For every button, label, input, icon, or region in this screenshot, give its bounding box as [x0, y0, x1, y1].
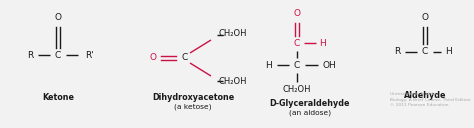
Text: C: C	[182, 54, 188, 62]
Text: R: R	[394, 47, 400, 56]
Text: H: H	[265, 61, 273, 70]
Text: C: C	[422, 47, 428, 56]
Text: C: C	[55, 51, 61, 60]
Text: CH₂OH: CH₂OH	[219, 77, 247, 87]
Text: (an aldose): (an aldose)	[289, 110, 331, 116]
Text: Unrestricted: To slide
Biology: A Brief Course, Third Edition
© 2011 Pearson Edu: Unrestricted: To slide Biology: A Brief …	[390, 92, 471, 107]
Text: H: H	[319, 39, 327, 47]
Text: D-Glyceraldehyde: D-Glyceraldehyde	[270, 99, 350, 109]
Text: C: C	[294, 61, 300, 70]
Text: Ketone: Ketone	[42, 93, 74, 103]
Text: H: H	[446, 47, 452, 56]
Text: OH: OH	[322, 61, 336, 70]
Text: Dihydroxyacetone: Dihydroxyacetone	[152, 93, 234, 103]
Text: (a ketose): (a ketose)	[174, 104, 212, 110]
Text: O: O	[421, 13, 428, 23]
Text: O: O	[293, 9, 301, 19]
Text: Aldehyde: Aldehyde	[404, 90, 446, 99]
Text: CH₂OH: CH₂OH	[219, 29, 247, 39]
Text: C: C	[294, 39, 300, 47]
Text: R': R'	[86, 51, 94, 60]
Text: O: O	[55, 13, 62, 23]
Text: R: R	[27, 51, 33, 60]
Text: CH₂OH: CH₂OH	[283, 86, 311, 94]
Text: O: O	[149, 54, 156, 62]
